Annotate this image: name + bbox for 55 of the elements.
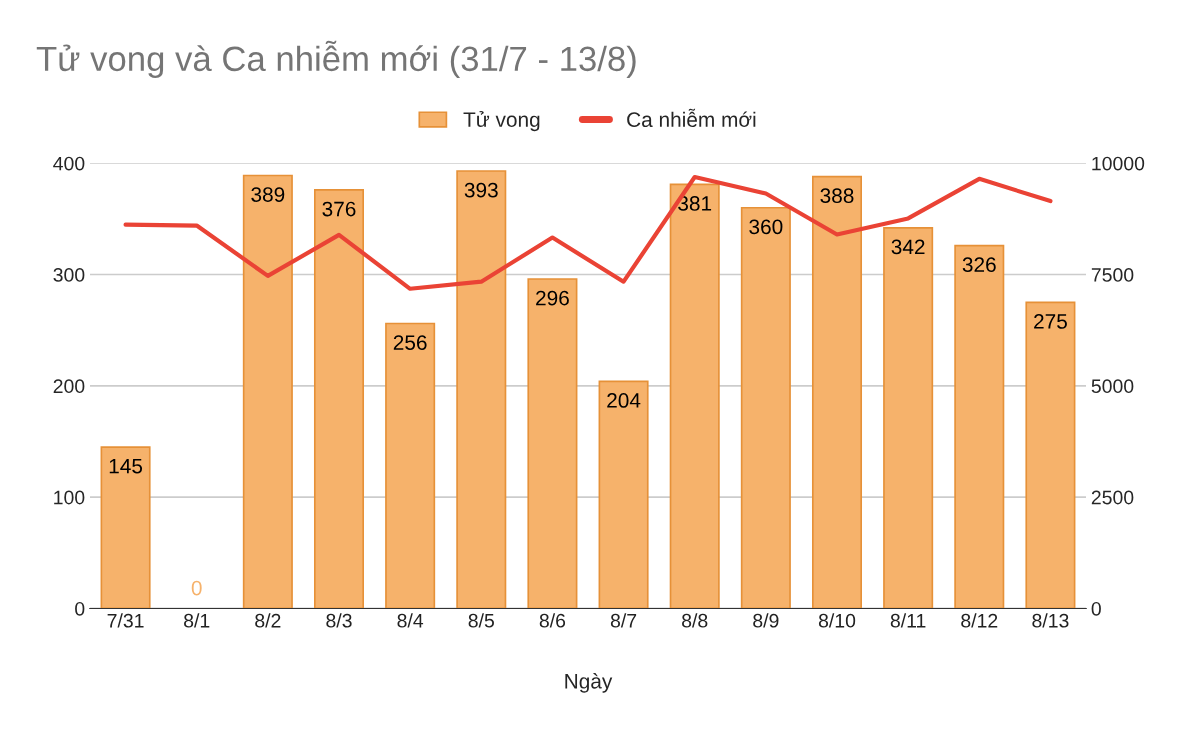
y-tick-label: 300 <box>53 268 85 282</box>
x-axis-title: Ngày <box>565 673 613 693</box>
bar <box>883 226 934 609</box>
x-tick-label: 8/6 <box>539 613 566 628</box>
x-tick-label: 8/9 <box>753 613 779 628</box>
data-label: 145 <box>109 458 143 474</box>
bar <box>811 175 863 609</box>
x-tick-label: 8/3 <box>326 613 352 628</box>
x-tick-label: 7/31 <box>107 613 144 628</box>
bar <box>100 446 151 609</box>
y2-tick-label: 0 <box>1091 601 1101 616</box>
bar <box>740 206 791 609</box>
x-tick-label: 8/11 <box>890 613 926 628</box>
y2-tick-label: 10000 <box>1092 156 1145 171</box>
data-label: 326 <box>962 257 996 273</box>
bar <box>385 322 436 609</box>
data-label: 342 <box>891 239 925 255</box>
y2-tick-label: 7500 <box>1091 268 1134 282</box>
line-series <box>123 174 1053 291</box>
y2-tick-label: 5000 <box>1091 379 1134 394</box>
data-label: 256 <box>393 335 427 350</box>
bar <box>313 189 365 609</box>
chart-title: Tử vong và Ca nhiễm mới (31/7 - 13/8) <box>36 40 636 79</box>
bar <box>598 380 649 609</box>
y-tick-label: 200 <box>53 379 85 394</box>
data-label: 296 <box>536 290 569 306</box>
bar <box>527 278 578 609</box>
x-tick-label: 8/12 <box>961 613 998 628</box>
data-label: 360 <box>749 219 783 235</box>
bar <box>456 170 507 609</box>
data-label: 388 <box>820 188 854 204</box>
data-label: 393 <box>464 182 498 198</box>
x-tick-label: 8/5 <box>468 613 494 628</box>
legend-label: Tử vong <box>463 111 540 132</box>
y-tick-label: 0 <box>75 601 85 616</box>
x-tick-label: 8/7 <box>610 613 637 628</box>
y-tick-label: 400 <box>53 156 85 171</box>
legend-label: Ca nhiễm mới <box>627 108 756 128</box>
x-tick-label: 8/4 <box>397 613 424 628</box>
x-tick-label: 8/2 <box>255 613 281 628</box>
data-label: 389 <box>251 187 285 202</box>
bar <box>242 174 293 609</box>
data-label: 204 <box>607 393 641 408</box>
x-tick-label: 8/10 <box>818 613 856 628</box>
bar <box>669 183 720 609</box>
x-tick-label: 8/1 <box>184 613 210 628</box>
bar <box>1025 301 1076 609</box>
data-label: 0 <box>191 580 202 596</box>
x-tick-label: 8/8 <box>682 613 708 628</box>
bar <box>954 244 1005 609</box>
y2-tick-label: 2500 <box>1091 490 1134 505</box>
data-label: 376 <box>322 201 356 217</box>
y-tick-label: 100 <box>54 490 85 505</box>
x-tick-label: 8/13 <box>1032 613 1069 628</box>
data-label: 275 <box>1034 314 1067 329</box>
